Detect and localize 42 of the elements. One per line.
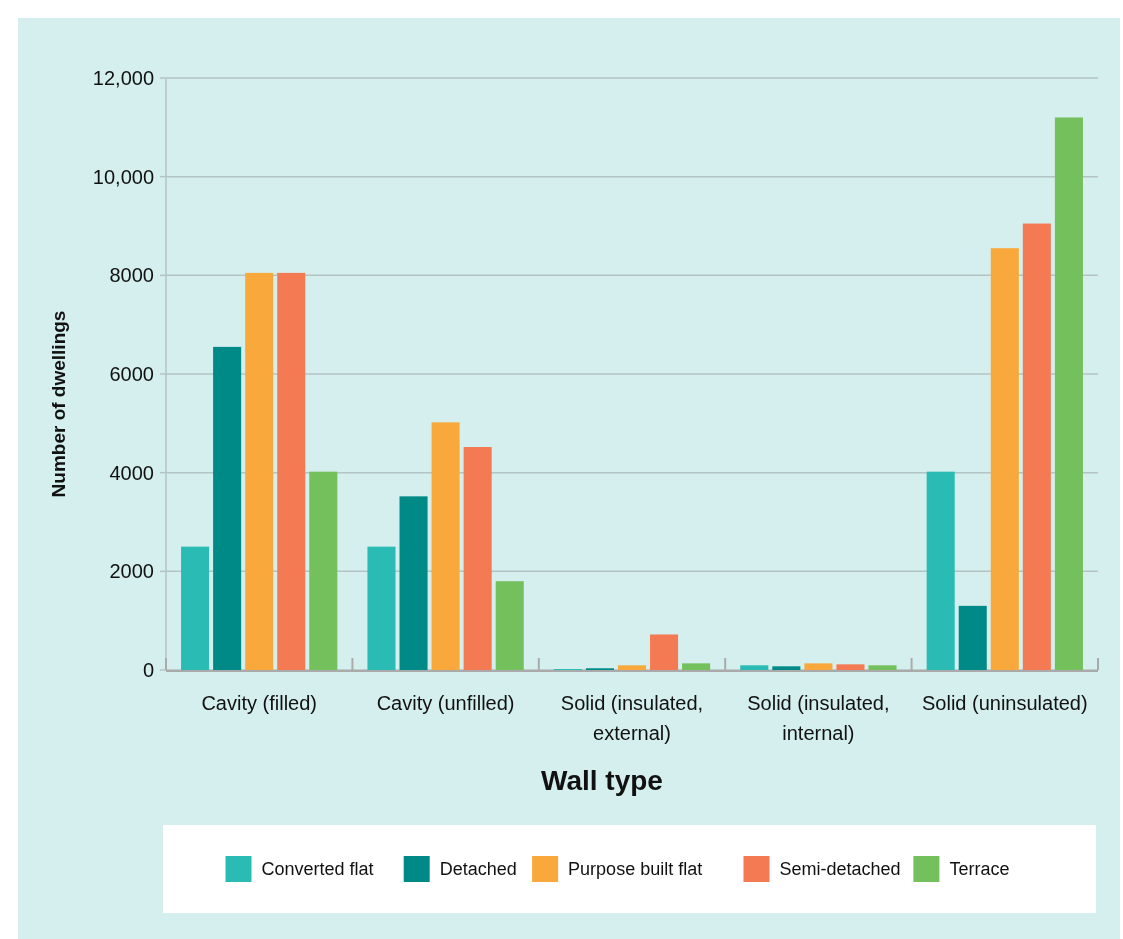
- bar: [617, 665, 647, 670]
- bar: [245, 272, 274, 670]
- bar: [1054, 117, 1083, 670]
- x-axis-title: Wall type: [541, 765, 663, 796]
- y-tick-label: 4000: [109, 461, 154, 484]
- legend-label: Purpose built flat: [568, 859, 703, 880]
- bar: [772, 666, 801, 670]
- y-axis-title: Number of dwellings: [48, 310, 69, 498]
- x-tick-label: Solid (insulated, external): [560, 692, 704, 744]
- legend-label: Converted flat: [261, 859, 374, 880]
- bar: [682, 663, 711, 670]
- x-tick-label: Cavity (filled): [201, 692, 317, 714]
- bar: [495, 581, 524, 670]
- bar: [1022, 223, 1051, 670]
- bar: [804, 663, 833, 670]
- legend-label: Detached: [439, 859, 517, 880]
- bar: [958, 605, 987, 670]
- y-tick-label: 12,000: [92, 67, 154, 89]
- bar: [650, 634, 679, 670]
- bar: [367, 546, 396, 670]
- legend-label: Semi-detached: [779, 859, 901, 880]
- x-tick-label: Solid (insulated, internal): [747, 692, 890, 744]
- legend-label: Terrace: [949, 859, 1010, 880]
- bar: [309, 471, 338, 670]
- y-tick-label: 8000: [109, 264, 154, 287]
- y-tick-label: 0: [142, 659, 154, 681]
- bar: [181, 546, 210, 670]
- bar: [399, 496, 428, 670]
- x-tick-label: Cavity (unfilled): [376, 692, 515, 714]
- bar: [431, 422, 460, 670]
- y-tick-label: 6000: [109, 363, 154, 385]
- bar: [213, 346, 242, 670]
- bar: [868, 665, 897, 670]
- y-tick-label: 10,000: [92, 165, 154, 188]
- x-tick-label: Solid (uninsulated): [921, 692, 1088, 714]
- bar: [463, 447, 492, 670]
- y-tick-label: 2000: [109, 560, 154, 583]
- bar: [740, 665, 769, 670]
- bar: [277, 272, 306, 670]
- bar: [926, 471, 955, 670]
- bar: [836, 664, 865, 670]
- bar: [990, 248, 1019, 670]
